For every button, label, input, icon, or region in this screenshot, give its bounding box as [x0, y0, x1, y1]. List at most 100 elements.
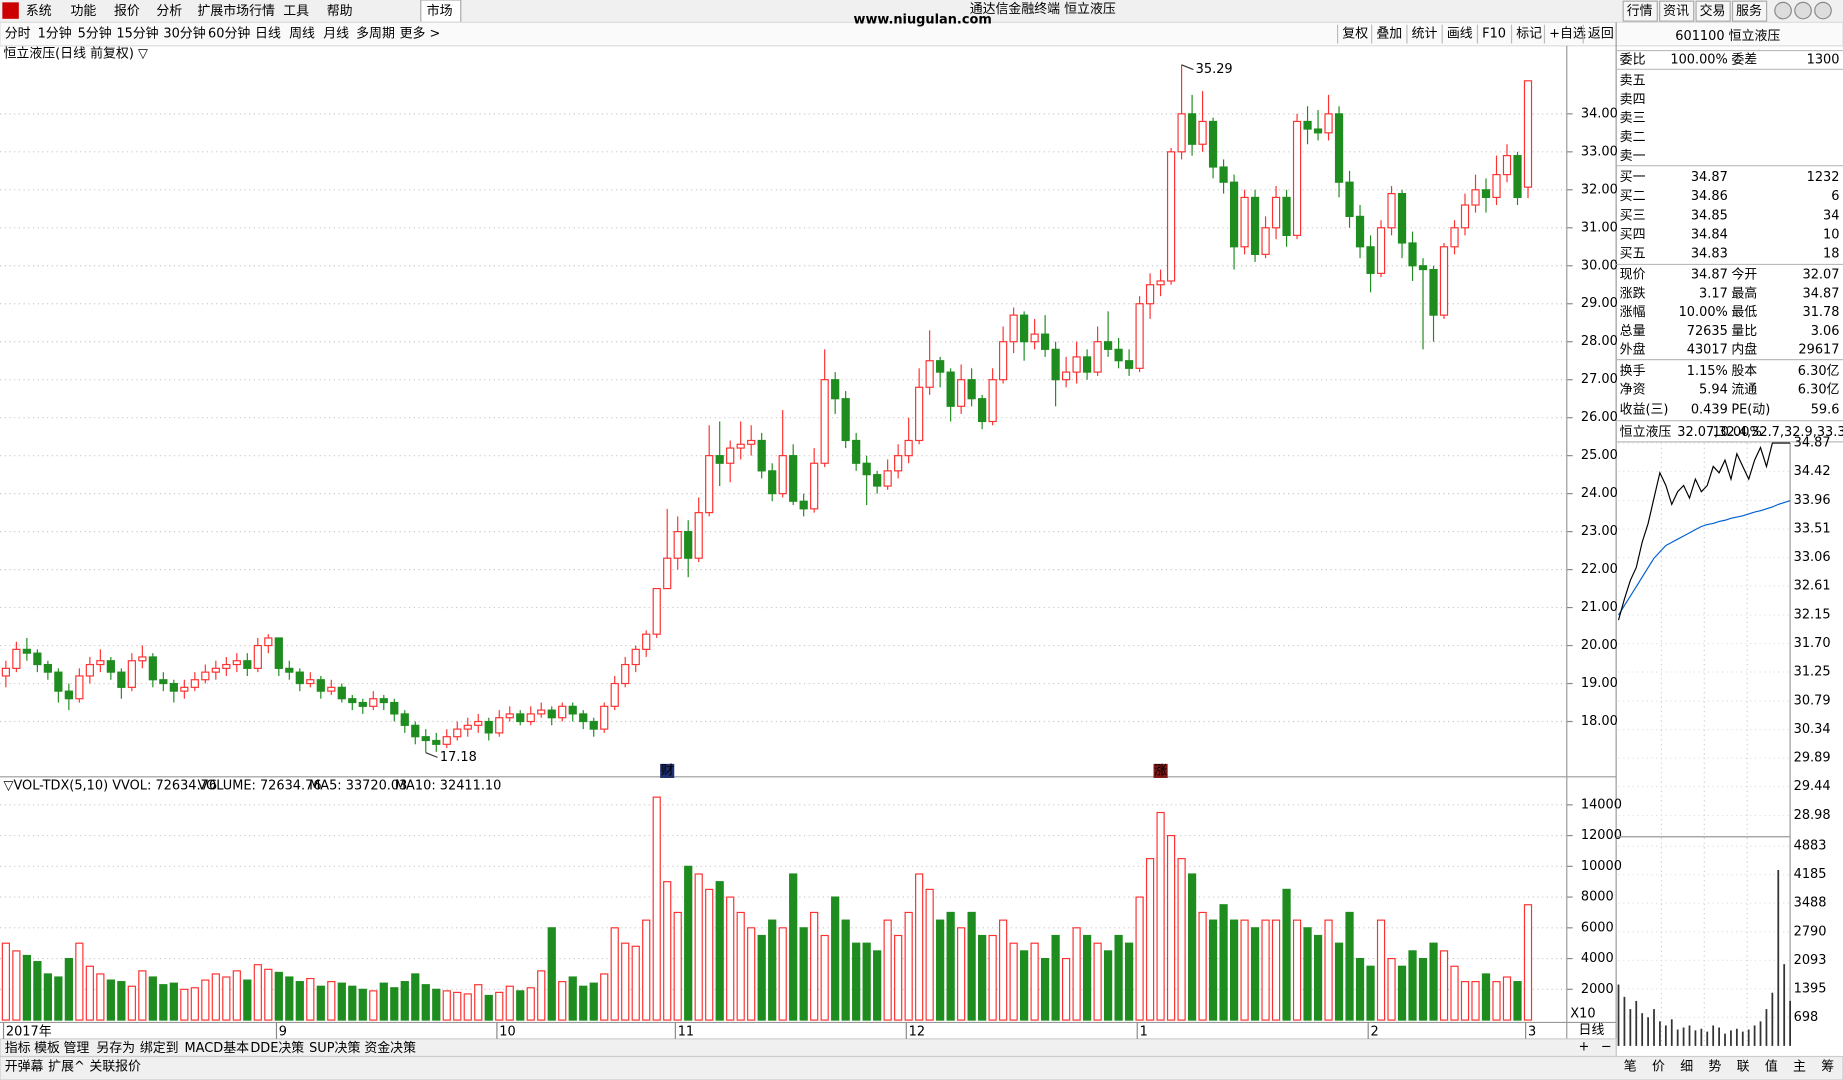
buy-price: 34.86	[1691, 189, 1728, 204]
y-tick-label: 20.00	[1581, 638, 1618, 653]
volume-bar	[253, 964, 262, 1021]
quote-label: 外盘	[1620, 342, 1646, 358]
app-icon	[2, 2, 19, 19]
quote-label: 股本	[1731, 364, 1757, 379]
menu-item[interactable]: 报价	[114, 4, 140, 19]
period-tab[interactable]: 15分钟	[116, 26, 158, 42]
volume-bar	[1082, 934, 1092, 1021]
candle-body	[432, 739, 441, 745]
bottom-tab[interactable]: 另存为	[96, 1041, 135, 1056]
menu-item[interactable]: 帮助	[327, 4, 353, 19]
candle-body	[1156, 280, 1165, 286]
volume-bar	[705, 888, 714, 1021]
side-tab[interactable]: 细	[1680, 1060, 1693, 1075]
status-bar	[0, 1055, 1843, 1080]
candle-body	[726, 447, 735, 464]
menu-item[interactable]: 工具	[283, 4, 309, 19]
top-button[interactable]: 资讯	[1663, 4, 1689, 19]
candle-body	[978, 398, 987, 423]
period-tab[interactable]: 多周期	[356, 27, 395, 42]
period-tab[interactable]: 月线	[323, 27, 349, 42]
tool-button[interactable]: 叠加	[1376, 27, 1402, 42]
volume-bar	[369, 990, 378, 1021]
buy-price: 34.87	[1691, 170, 1728, 185]
bottom-tab[interactable]: 扩展^	[48, 1060, 85, 1075]
menu-item[interactable]: 分析	[156, 4, 182, 19]
bottom-tab[interactable]: 指标	[5, 1041, 31, 1056]
menu-item[interactable]: 扩展市场行情	[197, 3, 275, 19]
bottom-tab[interactable]: SUP决策	[309, 1040, 360, 1056]
tool-button[interactable]: 画线	[1447, 27, 1473, 42]
tool-button[interactable]: 统计	[1412, 27, 1438, 42]
period-tab[interactable]: 日线	[255, 27, 281, 42]
side-tab[interactable]: 筹	[1821, 1059, 1834, 1075]
bottom-tab[interactable]: 关联报价	[89, 1060, 141, 1075]
quote-value: 6.30亿	[1798, 383, 1840, 398]
period-tab[interactable]: 1分钟	[38, 26, 72, 42]
candle-body	[1135, 303, 1144, 369]
volume-bar	[1292, 919, 1302, 1021]
zoom-in[interactable]: +	[1579, 1040, 1590, 1055]
top-button[interactable]: 行情	[1627, 4, 1653, 19]
side-tab[interactable]: 势	[1708, 1059, 1721, 1075]
period-tab[interactable]: 更多 >	[400, 27, 441, 42]
bottom-tab[interactable]: 开弹幕	[5, 1060, 44, 1075]
candle-body	[1282, 196, 1291, 236]
market-tab[interactable]: 市场	[427, 3, 453, 19]
candle-body	[369, 698, 378, 707]
top-button[interactable]: 交易	[1700, 3, 1726, 19]
tool-button[interactable]: 标记	[1516, 27, 1542, 42]
candle-body	[558, 705, 567, 719]
button-bg	[1731, 0, 1768, 22]
low-label: 17.18	[440, 750, 477, 765]
period-tab[interactable]: 分时	[5, 27, 31, 42]
tool-button[interactable]: F10	[1482, 27, 1506, 42]
bottom-tab[interactable]: DDE决策	[250, 1040, 304, 1056]
tool-button[interactable]: +自选	[1549, 27, 1586, 42]
volume-bar	[820, 934, 829, 1021]
volume-bar	[1030, 942, 1039, 1021]
tool-button[interactable]: 复权	[1342, 26, 1368, 42]
side-tab[interactable]: 笔	[1624, 1059, 1637, 1075]
candle-body	[1387, 193, 1396, 229]
period-tab[interactable]: 周线	[289, 27, 315, 42]
period-label: 日线	[1579, 1023, 1605, 1038]
volume-bar	[85, 965, 94, 1021]
volume-bar	[768, 919, 777, 1021]
bottom-tab[interactable]: 管理	[63, 1041, 89, 1056]
bottom-tab[interactable]: 模板	[34, 1041, 60, 1056]
side-tab[interactable]: 价	[1652, 1060, 1665, 1075]
mini-y-label: 28.98	[1794, 808, 1831, 823]
bottom-tab[interactable]: 资金决策	[364, 1040, 416, 1056]
menu-item[interactable]: 功能	[71, 4, 97, 19]
buy-level: 买二	[1620, 189, 1646, 204]
period-tab[interactable]: 60分钟	[208, 26, 250, 42]
volume-bar	[1481, 973, 1491, 1021]
close[interactable]	[1814, 1, 1832, 20]
top-button[interactable]: 服务	[1736, 3, 1762, 19]
tool-button[interactable]: 返回	[1588, 27, 1614, 42]
zoom-out[interactable]: −	[1601, 1040, 1612, 1055]
side-tab[interactable]: 主	[1793, 1060, 1806, 1075]
period-tab[interactable]: 30分钟	[163, 26, 205, 42]
volume-bar	[432, 988, 441, 1021]
bottom-tab[interactable]: 绑定到	[140, 1041, 179, 1056]
bottom-tab[interactable]: MACD基本	[185, 1041, 250, 1056]
volume-bar	[1460, 981, 1470, 1021]
mini-y-label: 30.34	[1794, 722, 1831, 737]
menu-item[interactable]: 系统	[26, 4, 52, 19]
minimize[interactable]	[1774, 1, 1792, 20]
side-tab[interactable]: 值	[1765, 1059, 1778, 1075]
side-tab[interactable]: 联	[1737, 1060, 1750, 1075]
event-marker-bg	[1153, 763, 1168, 778]
period-tab[interactable]: 5分钟	[78, 26, 112, 42]
mini-v-label: 4185	[1794, 867, 1827, 882]
restore[interactable]	[1794, 1, 1812, 20]
candle-body	[474, 720, 483, 726]
volume-bar	[936, 919, 945, 1021]
quote-label: 今开	[1731, 266, 1757, 282]
indicator-legend: MA10: 32411.10	[395, 779, 501, 794]
mini-name: 恒立液压	[1620, 425, 1672, 440]
candle-body	[1051, 348, 1060, 381]
